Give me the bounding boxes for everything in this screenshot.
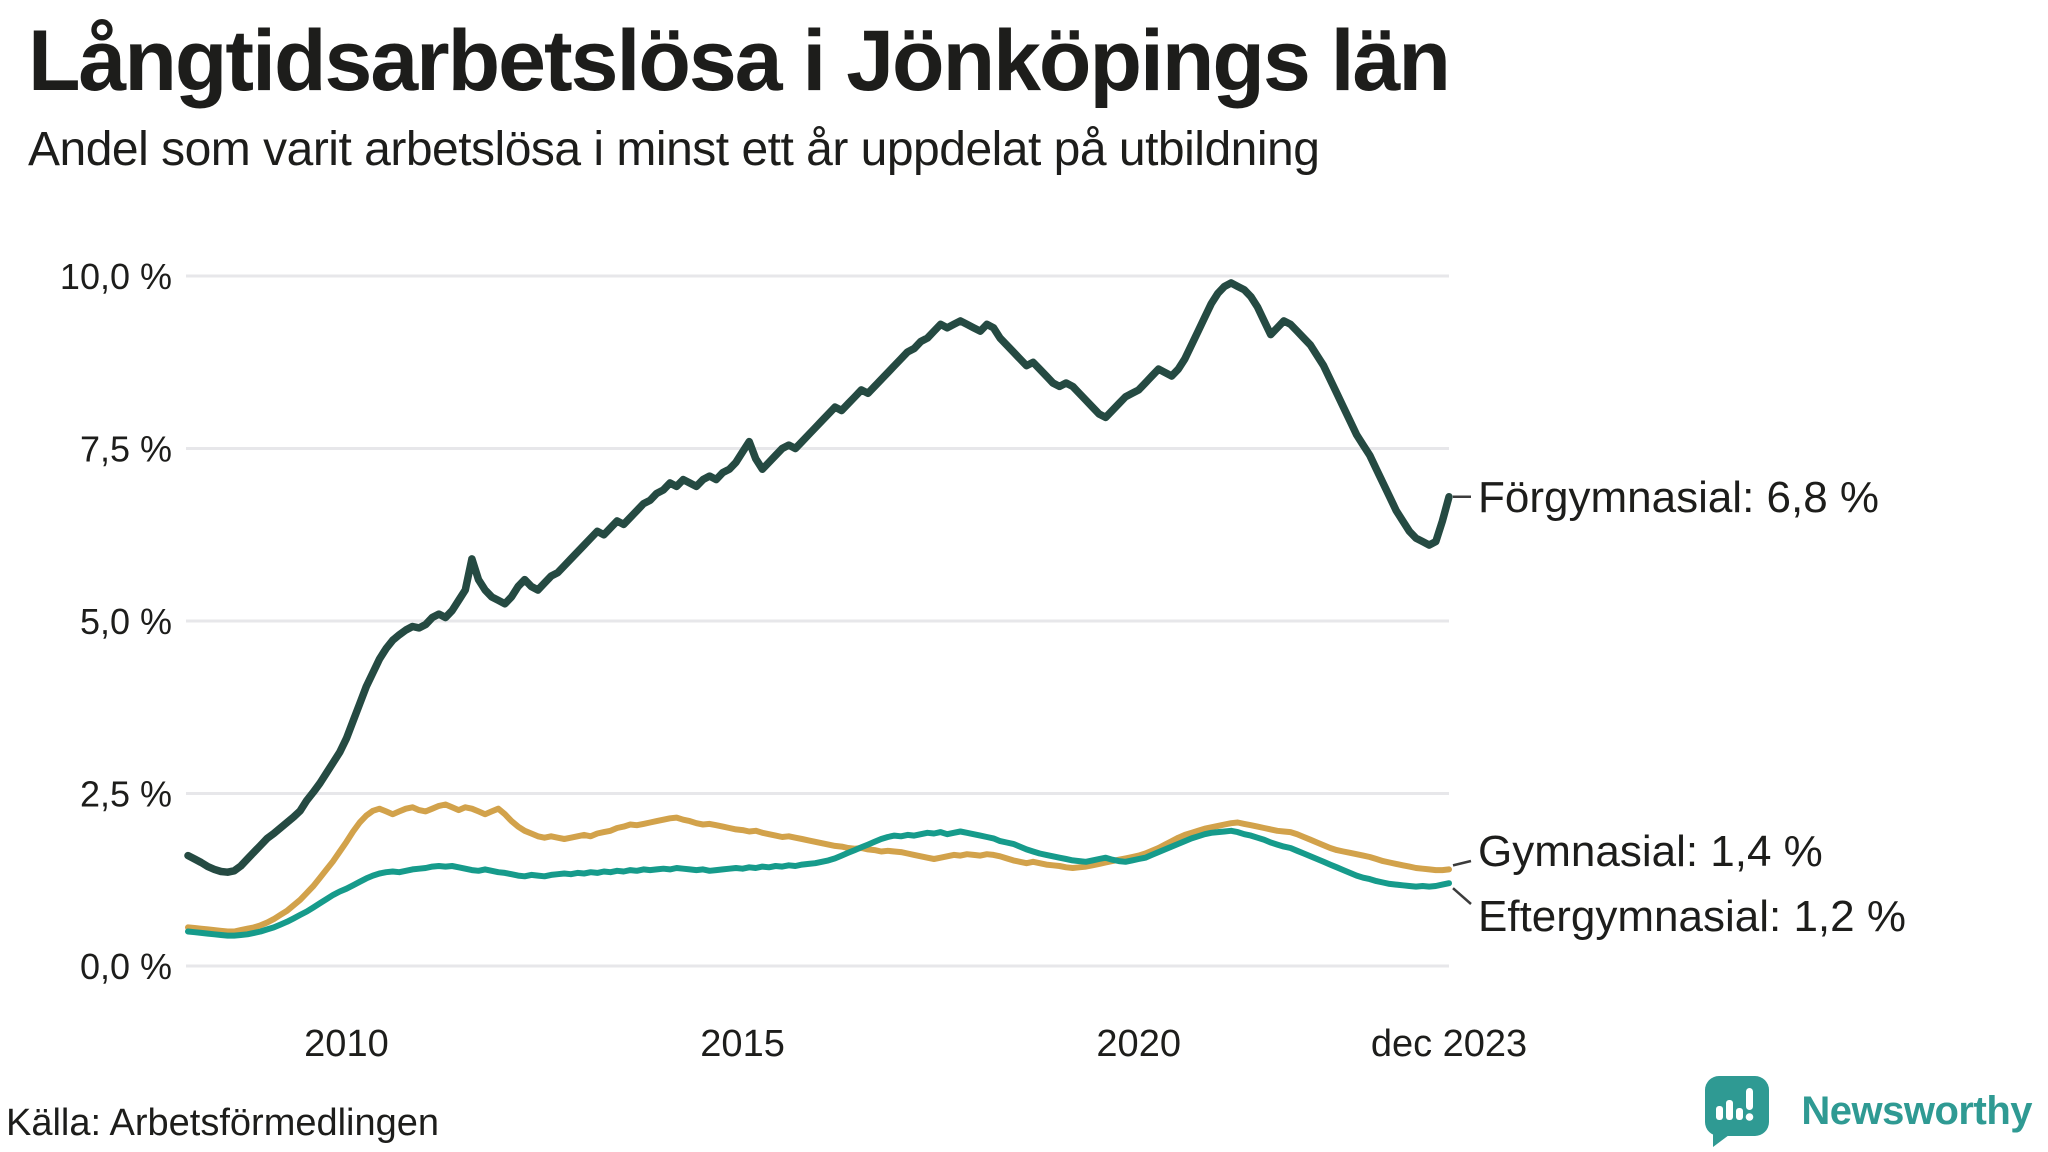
x-tick-label: 2010 xyxy=(304,1023,389,1065)
y-tick-label: 0,0 % xyxy=(80,946,172,987)
y-tick-label: 7,5 % xyxy=(80,429,172,470)
label-leader-line xyxy=(1452,859,1472,867)
label-leader-line xyxy=(1452,887,1472,905)
series-end-label-förgymnasial: Förgymnasial: 6,8 % xyxy=(1478,473,1879,522)
y-tick-label: 2,5 % xyxy=(80,774,172,815)
series-end-label-eftergymnasial: Eftergymnasial: 1,2 % xyxy=(1478,892,1906,941)
series-line-förgymnasial xyxy=(184,279,1453,876)
series-end-label-gymnasial: Gymnasial: 1,4 % xyxy=(1478,827,1823,876)
x-tick-label: 2015 xyxy=(700,1023,785,1065)
newsworthy-logo-icon xyxy=(1705,1076,1770,1147)
series-line-gymnasial xyxy=(185,801,1452,935)
logo-bar-1 xyxy=(1716,1106,1724,1120)
y-tick-label: 5,0 % xyxy=(80,601,172,642)
source-note: Källa: Arbetsförmedlingen xyxy=(6,1102,440,1144)
logo-exclamation-dot xyxy=(1746,1113,1754,1121)
branding: Newsworthy xyxy=(1703,1074,2032,1148)
logo-exclamation-bar xyxy=(1746,1088,1754,1110)
logo-bar-2 xyxy=(1726,1100,1734,1120)
brand-name: Newsworthy xyxy=(1801,1088,2032,1133)
page-title: Långtidsarbetslösa i Jönköpings län xyxy=(28,13,1451,109)
logo-bar-3 xyxy=(1736,1108,1744,1120)
logo-bubble xyxy=(1705,1076,1770,1136)
x-tick-label: dec 2023 xyxy=(1371,1023,1527,1065)
y-tick-label: 10,0 % xyxy=(60,256,172,297)
series-line-eftergymnasial xyxy=(185,827,1452,939)
x-tick-label: 2020 xyxy=(1096,1023,1181,1065)
chart-subtitle: Andel som varit arbetslösa i minst ett å… xyxy=(28,123,1320,176)
logo-bubble-tail xyxy=(1713,1132,1734,1147)
